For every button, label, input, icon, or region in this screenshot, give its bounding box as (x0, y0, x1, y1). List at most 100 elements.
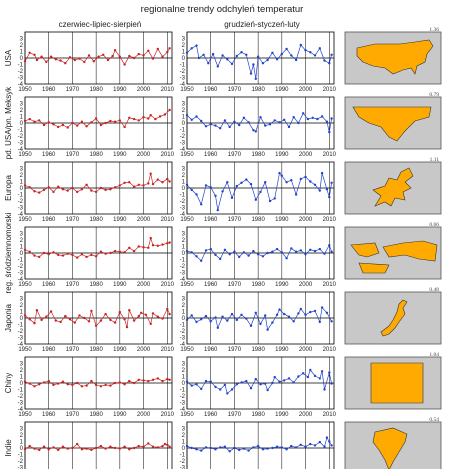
winter-data-point (318, 377, 321, 380)
y-tick-label: 1 (182, 310, 186, 316)
y-tick-label: -3 (18, 206, 24, 212)
summer-data-point (132, 446, 136, 450)
x-tick-label: 1950 (18, 217, 32, 223)
summer-data-point (104, 312, 107, 316)
winter-data-point (294, 250, 298, 253)
y-tick-label: -3 (180, 401, 186, 407)
summer-data-point (128, 54, 131, 58)
winter-data-point (228, 450, 231, 453)
winter-data-point (254, 198, 257, 201)
winter-data-point (290, 444, 293, 448)
y-tick-label: -3 (18, 76, 24, 82)
summer-data-point (137, 183, 140, 186)
summer-data-point (113, 446, 117, 450)
region-map: 1.04 (344, 352, 442, 410)
summer-data-point (132, 249, 136, 253)
winter-data-point (330, 250, 333, 253)
y-tick-label: -3 (180, 466, 186, 469)
summer-data-point (76, 190, 79, 194)
y-tick-label: -1 (18, 193, 24, 199)
y-tick-label: 0 (20, 121, 24, 127)
summer-data-point (42, 381, 46, 384)
summer-data-point (109, 445, 112, 448)
winter-data-point (302, 112, 305, 115)
y-tick-label: -3 (18, 271, 24, 277)
winter-data-point (266, 447, 269, 450)
y-tick-label: 2 (182, 238, 186, 244)
summer-data-point (49, 55, 53, 58)
y-tick-label: 2 (20, 303, 24, 309)
y-tick-label: 3 (182, 427, 186, 433)
summer-data-point (128, 309, 131, 312)
winter-data-point (226, 392, 229, 395)
x-tick-label: 2010 (161, 152, 175, 158)
y-tick-label: 1 (182, 245, 186, 251)
x-tick-label: 2010 (161, 87, 175, 93)
panel-frame (186, 421, 335, 469)
map-value: 1.04 (429, 352, 439, 358)
winter-data-point (311, 116, 314, 120)
y-tick-label: -2 (18, 459, 24, 465)
winter-data-point (292, 381, 295, 384)
winter-data-point (330, 181, 333, 184)
summer-data-point (147, 49, 150, 52)
winter-data-point (294, 58, 298, 62)
summer-data-point (156, 377, 159, 380)
winter-data-point (190, 188, 193, 192)
winter-data-point (271, 446, 274, 450)
winter-data-point (214, 448, 217, 451)
summer-data-point (73, 321, 77, 324)
summer-data-point (142, 54, 145, 57)
winter-data-point (185, 51, 189, 54)
y-tick-label: 0 (20, 251, 24, 257)
winter-data-point (297, 121, 300, 125)
y-tick-label: 1 (20, 245, 24, 251)
winter-data-point (330, 382, 333, 385)
summer-data-point (125, 325, 129, 329)
summer-data-point (156, 244, 159, 247)
summer-data-point (99, 250, 103, 253)
summer-data-point (66, 252, 69, 255)
winter-data-point (245, 317, 248, 320)
winter-data-point (190, 251, 193, 254)
summer-data-point (128, 448, 131, 451)
winter-data-point (238, 255, 241, 259)
summer-data-point (118, 55, 122, 58)
summer-data-point (66, 383, 69, 386)
summer-data-point (151, 378, 155, 381)
winter-data-point (242, 116, 246, 120)
summer-data-point (113, 321, 117, 324)
winter-data-point (278, 121, 281, 124)
summer-data-point (78, 57, 81, 60)
winter-data-point (309, 310, 312, 314)
winter-data-point (200, 387, 203, 391)
y-tick-label: -4 (18, 277, 24, 283)
summer-data-point (132, 319, 136, 322)
map-value: 0.66 (429, 222, 439, 228)
winter-data-point (283, 379, 286, 382)
winter-data-point (249, 72, 253, 75)
china-map-icon (370, 362, 424, 404)
x-tick-label: 1980 (251, 347, 265, 353)
y-tick-label: -1 (18, 388, 24, 394)
summer-data-point (140, 311, 143, 314)
y-tick-label: -1 (18, 128, 24, 134)
summer-data-point (109, 188, 112, 191)
summer-data-point (106, 58, 110, 62)
summer-data-point (168, 108, 171, 112)
winter-data-point (299, 249, 302, 252)
summer-data-point (90, 448, 93, 452)
summer-data-point (42, 123, 46, 127)
summer-data-point (61, 188, 65, 191)
x-tick-label: 1960 (42, 347, 56, 353)
y-tick-label: -4 (180, 212, 186, 218)
x-tick-label: 1980 (89, 217, 103, 223)
summer-data-point (142, 445, 145, 448)
summer-data-point (123, 125, 126, 129)
winter-series-line (186, 172, 332, 211)
